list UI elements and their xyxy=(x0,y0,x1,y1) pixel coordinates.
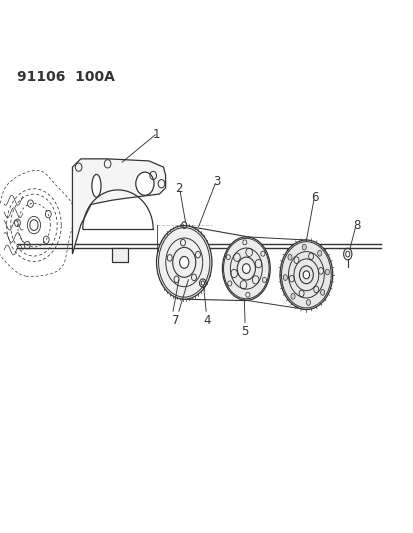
Ellipse shape xyxy=(301,244,306,250)
Polygon shape xyxy=(112,248,128,262)
Text: 8: 8 xyxy=(352,220,360,232)
Text: 2: 2 xyxy=(175,182,182,195)
Text: 4: 4 xyxy=(203,314,210,327)
Ellipse shape xyxy=(179,256,188,268)
Ellipse shape xyxy=(282,274,287,280)
Ellipse shape xyxy=(279,240,332,310)
Ellipse shape xyxy=(156,225,211,299)
Ellipse shape xyxy=(306,300,310,305)
Ellipse shape xyxy=(302,271,309,279)
Text: 7: 7 xyxy=(172,314,179,327)
Ellipse shape xyxy=(287,254,292,260)
Polygon shape xyxy=(72,159,165,254)
Ellipse shape xyxy=(320,289,324,295)
Ellipse shape xyxy=(135,172,154,195)
Ellipse shape xyxy=(317,251,321,256)
Ellipse shape xyxy=(92,174,101,197)
Text: 6: 6 xyxy=(310,191,318,204)
Text: 3: 3 xyxy=(212,175,220,188)
Text: 91106  100A: 91106 100A xyxy=(17,70,114,84)
Ellipse shape xyxy=(290,294,294,299)
Ellipse shape xyxy=(345,251,349,257)
Text: 5: 5 xyxy=(241,325,248,338)
Ellipse shape xyxy=(222,237,270,300)
Ellipse shape xyxy=(201,281,204,285)
Ellipse shape xyxy=(242,264,249,273)
Text: 1: 1 xyxy=(152,127,160,141)
Ellipse shape xyxy=(325,269,329,275)
